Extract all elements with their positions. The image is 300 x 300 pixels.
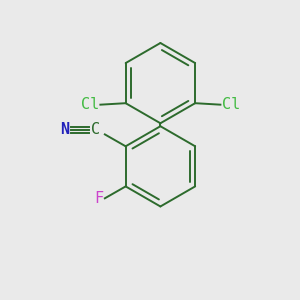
Text: Cl: Cl bbox=[81, 97, 99, 112]
Text: N: N bbox=[60, 122, 69, 137]
Text: Cl: Cl bbox=[222, 97, 240, 112]
Text: C: C bbox=[92, 122, 100, 137]
Text: F: F bbox=[94, 191, 104, 206]
